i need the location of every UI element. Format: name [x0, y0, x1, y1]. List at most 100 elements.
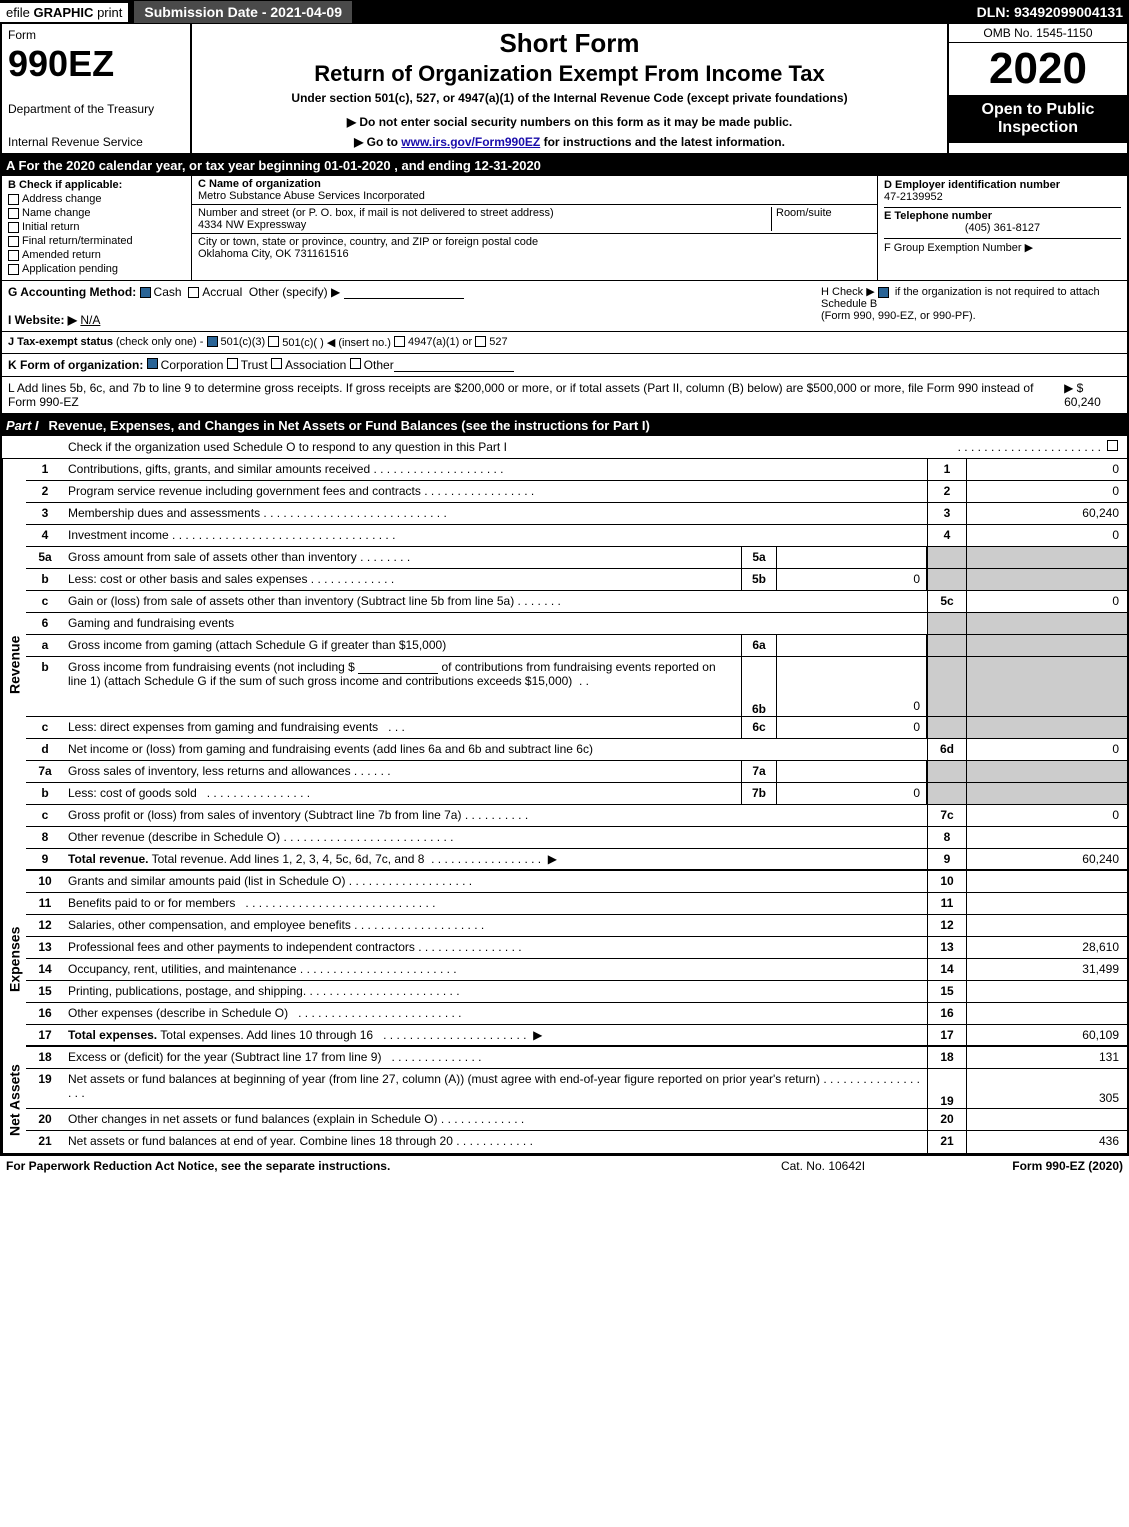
top-bar: efile GRAPHIC print Submission Date - 20… — [0, 0, 1129, 24]
line-7c: cGross profit or (loss) from sales of in… — [26, 805, 1127, 827]
line-8: 8Other revenue (describe in Schedule O) … — [26, 827, 1127, 849]
form-word: Form — [8, 28, 184, 42]
part1-check-text: Check if the organization used Schedule … — [8, 440, 958, 454]
part1-bar: Part I Revenue, Expenses, and Changes in… — [0, 415, 1129, 436]
row-l: L Add lines 5b, 6c, and 7b to line 9 to … — [0, 377, 1129, 415]
footer-right: Form 990-EZ (2020) — [923, 1159, 1123, 1173]
chk-name-change[interactable]: Name change — [8, 207, 185, 219]
line-20: 20Other changes in net assets or fund ba… — [26, 1109, 1127, 1131]
omb-number: OMB No. 1545-1150 — [949, 24, 1127, 43]
form-org-label: K Form of organization: — [8, 358, 143, 372]
group-exemption: F Group Exemption Number ▶ — [884, 238, 1121, 254]
period-line: A For the 2020 calendar year, or tax yea… — [0, 155, 1129, 176]
section-b: B Check if applicable: Address change Na… — [2, 176, 192, 280]
tax-exempt-label: J Tax-exempt status — [8, 336, 113, 349]
row-l-amount: ▶ $ 60,240 — [1064, 381, 1121, 409]
line-6a: aGross income from gaming (attach Schedu… — [26, 635, 1127, 657]
line-5a: 5aGross amount from sale of assets other… — [26, 547, 1127, 569]
website-value: N/A — [80, 313, 100, 327]
line-21: 21Net assets or fund balances at end of … — [26, 1131, 1127, 1153]
line-19: 19Net assets or fund balances at beginni… — [26, 1069, 1127, 1109]
room-label: Room/suite — [771, 207, 871, 231]
line-6c: cLess: direct expenses from gaming and f… — [26, 717, 1127, 739]
sidecat-netassets: Net Assets — [2, 1047, 26, 1153]
footer-mid: Cat. No. 10642I — [723, 1159, 923, 1173]
phone: (405) 361-8127 — [884, 222, 1121, 234]
line-6d: dNet income or (loss) from gaming and fu… — [26, 739, 1127, 761]
line-2: 2Program service revenue including gover… — [26, 481, 1127, 503]
phone-label: E Telephone number — [884, 210, 992, 222]
chk-final-return[interactable]: Final return/terminated — [8, 235, 185, 247]
chk-527[interactable] — [475, 336, 486, 347]
chk-address-change[interactable]: Address change — [8, 193, 185, 205]
efile-bold: GRAPHIC — [33, 5, 93, 20]
ssn-notice: ▶ Do not enter social security numbers o… — [202, 115, 937, 129]
city-label: City or town, state or province, country… — [198, 236, 538, 248]
accounting-label: G Accounting Method: — [8, 285, 136, 299]
chk-other-org[interactable] — [350, 358, 361, 369]
goto-link[interactable]: www.irs.gov/Form990EZ — [401, 135, 540, 149]
section-b-heading: B Check if applicable: — [8, 179, 122, 191]
addr: 4334 NW Expressway — [198, 219, 306, 231]
expenses-group: Expenses 10Grants and similar amounts pa… — [0, 871, 1129, 1047]
form-number: 990EZ — [8, 46, 184, 82]
chk-initial-return[interactable]: Initial return — [8, 221, 185, 233]
line-1: 1Contributions, gifts, grants, and simil… — [26, 459, 1127, 481]
efile-prefix: efile — [6, 5, 30, 20]
tax-year: 2020 — [949, 43, 1127, 95]
revenue-group: Revenue 1Contributions, gifts, grants, a… — [0, 459, 1129, 871]
chk-application-pending[interactable]: Application pending — [8, 263, 185, 275]
row-j: J Tax-exempt status (check only one) - 5… — [0, 332, 1129, 354]
chk-trust[interactable] — [227, 358, 238, 369]
org-name-label: C Name of organization — [198, 178, 321, 190]
dept-treasury: Department of the Treasury — [8, 102, 184, 116]
chk-501c[interactable] — [268, 336, 279, 347]
line-15: 15Printing, publications, postage, and s… — [26, 981, 1127, 1003]
part1-label: Part I — [6, 418, 49, 433]
form-header: Form 990EZ Department of the Treasury In… — [0, 24, 1129, 155]
part1-check-dots: . . . . . . . . . . . . . . . . . . . . … — [958, 440, 1101, 454]
row-g: G Accounting Method: Cash Accrual Other … — [8, 285, 821, 327]
goto-post: for instructions and the latest informat… — [544, 135, 785, 149]
line-18: 18Excess or (deficit) for the year (Subt… — [26, 1047, 1127, 1069]
chk-accrual[interactable] — [188, 287, 199, 298]
goto-pre: ▶ Go to — [354, 135, 401, 149]
chk-schedule-b[interactable] — [878, 287, 889, 298]
website-label: I Website: ▶ — [8, 313, 77, 327]
line-4: 4Investment income . . . . . . . . . . .… — [26, 525, 1127, 547]
other-org-field[interactable] — [394, 358, 514, 372]
row-h: H Check ▶ if the organization is not req… — [821, 285, 1121, 327]
other-method-field[interactable] — [344, 298, 464, 299]
submission-date: Submission Date - 2021-04-09 — [134, 1, 352, 23]
line-7a: 7aGross sales of inventory, less returns… — [26, 761, 1127, 783]
part1-title: Revenue, Expenses, and Changes in Net As… — [49, 418, 1123, 433]
org-name-block: C Name of organization Metro Substance A… — [192, 176, 877, 205]
line-10: 10Grants and similar amounts paid (list … — [26, 871, 1127, 893]
chk-cash[interactable] — [140, 287, 151, 298]
line-5b: bLess: cost or other basis and sales exp… — [26, 569, 1127, 591]
goto-line: ▶ Go to www.irs.gov/Form990EZ for instru… — [202, 135, 937, 149]
efile-suffix: print — [97, 5, 122, 20]
chk-corporation[interactable] — [147, 358, 158, 369]
chk-501c3[interactable] — [207, 336, 218, 347]
city-block: City or town, state or province, country… — [192, 234, 877, 262]
page-footer: For Paperwork Reduction Act Notice, see … — [0, 1155, 1129, 1176]
row-g-h: G Accounting Method: Cash Accrual Other … — [0, 281, 1129, 332]
line-11: 11Benefits paid to or for members . . . … — [26, 893, 1127, 915]
chk-amended-return[interactable]: Amended return — [8, 249, 185, 261]
efile-tag: efile GRAPHIC print — [0, 3, 128, 22]
dln: DLN: 93492099004131 — [977, 4, 1129, 20]
chk-4947[interactable] — [394, 336, 405, 347]
section-c: C Name of organization Metro Substance A… — [192, 176, 877, 280]
line-13: 13Professional fees and other payments t… — [26, 937, 1127, 959]
row-k: K Form of organization: Corporation Trus… — [0, 354, 1129, 377]
ein: 47-2139952 — [884, 191, 943, 203]
info-row-bcdef: B Check if applicable: Address change Na… — [0, 176, 1129, 281]
part1-check-row: Check if the organization used Schedule … — [0, 436, 1129, 459]
line-6b: bGross income from fundraising events (n… — [26, 657, 1127, 717]
chk-schedule-o[interactable] — [1107, 440, 1118, 451]
chk-association[interactable] — [271, 358, 282, 369]
form-title: Return of Organization Exempt From Incom… — [202, 61, 937, 87]
line-17: 17Total expenses. Total expenses. Add li… — [26, 1025, 1127, 1047]
line-14: 14Occupancy, rent, utilities, and mainte… — [26, 959, 1127, 981]
